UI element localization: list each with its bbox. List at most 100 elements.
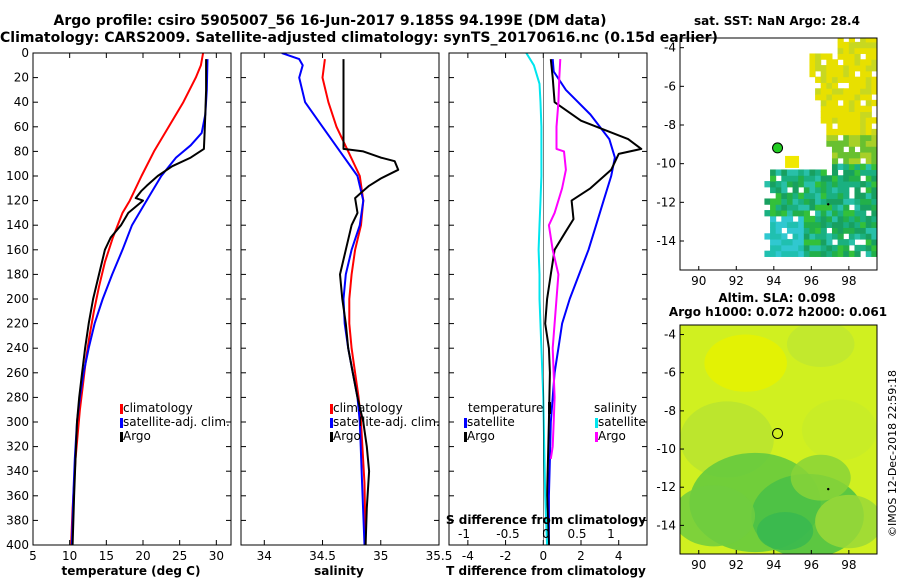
sst_map-field [764,38,883,257]
sst-cell [770,210,777,217]
sst-cell [854,244,861,252]
sst-cell [843,128,850,136]
sla-anomaly-blob [680,485,756,547]
sst-cell [843,152,850,159]
sst-cell [877,233,883,239]
sst_map: 90 92 94 96 98 -4 -6 -8 -10 -12 -14 [656,37,883,288]
series-line-s-satellite [525,53,549,545]
sst-cell [848,215,855,223]
legend-satellite-adj: satellite-adj. clim. [333,415,440,429]
sst-cell [848,250,855,257]
sst-cell [865,134,872,141]
sst-cell [854,163,861,170]
sst-cell [803,210,810,217]
sst-cell [781,198,788,205]
sst-cell [770,250,777,257]
y-tick-label: -8 [664,118,676,132]
sst-cell [854,140,861,147]
sst-cell [865,186,872,194]
s-difference-axis-label: S difference from climatology [446,513,646,527]
sst-cell [803,239,810,246]
sst-cell [854,181,861,188]
sst-cell [770,233,777,240]
x-tick-label: 30 [209,549,224,563]
sst-cell [775,239,782,246]
sst-cell [764,181,771,188]
sst-cell [826,105,833,112]
y-tick-label: 40 [14,95,29,109]
sst-cell [843,250,850,257]
sst-cell [837,210,844,217]
sst-cell [865,244,872,252]
x-tick-label: 25 [172,549,187,563]
sst-cell [854,227,861,234]
x-tick-label: 20 [135,549,150,563]
sst-cell [877,227,883,233]
sst-cell [860,233,867,240]
sst-cell [781,175,788,182]
sst-cell [826,175,833,182]
sst-cell [837,152,844,159]
sst-cell [854,198,861,205]
sst-cell [837,76,844,83]
sst-map-title: sat. SST: NaN Argo: 28.4 [694,14,860,28]
sst-cell [775,198,782,205]
sst-cell [831,227,839,234]
sst-cell [798,181,805,188]
sst-cell [865,215,872,223]
legend-color-swatch [595,418,598,428]
sla_map-frame [679,324,878,555]
sst-cell [865,99,872,107]
y-tick-label: -6 [664,366,676,380]
sst-cell [854,99,861,107]
sla_map-field [680,325,877,554]
sst-cell [860,38,867,43]
sst-cell [837,175,844,182]
series-line-climatology [70,53,205,545]
sst-cell [865,70,872,78]
sst-cell [809,65,816,72]
sst-cell [820,99,827,107]
sst-cell [831,94,839,101]
sst-cell [848,157,855,165]
sst-cell [843,157,850,165]
sst-cell [831,99,839,107]
legend-salinity-title: salinity [594,401,637,415]
sst-cell [877,53,883,59]
sst-cell [786,250,794,257]
sst-cell [820,239,827,246]
sst-cell [815,250,822,257]
chart-title-line-1: Argo profile: csiro 5905007_56 16-Jun-20… [53,13,607,29]
sst-cell [820,198,827,205]
sst-cell [815,210,822,217]
y-tick-label: -8 [664,404,676,418]
sst-cell [877,100,883,106]
sst-cell [837,244,844,252]
sst-cell [865,111,872,118]
sst-cell [854,157,861,165]
sst-cell [843,59,850,66]
x-tick-label: 94 [766,558,781,572]
sst-cell [781,233,788,240]
sst-cell [848,152,855,159]
sst-cell [871,186,877,194]
sst-cell [843,41,850,49]
legend-color-swatch [548,402,551,414]
y-tick-label: -12 [656,480,676,494]
y-tick-label: 200 [6,292,29,306]
sst-cell [860,215,867,223]
sst-cell [865,88,872,95]
sst-cell [877,42,883,48]
sst-cell [843,140,850,147]
sst-cell [837,250,844,257]
sst-cell [854,192,861,199]
island-marker [827,487,830,491]
sst-cell [843,227,850,234]
sst-cell [837,70,844,78]
sst-cell [831,146,839,153]
sst-cell [865,59,872,66]
sst-cell [843,70,850,78]
sst-cell [820,169,827,176]
sst-cell [837,41,844,49]
sst-cell [854,117,861,124]
